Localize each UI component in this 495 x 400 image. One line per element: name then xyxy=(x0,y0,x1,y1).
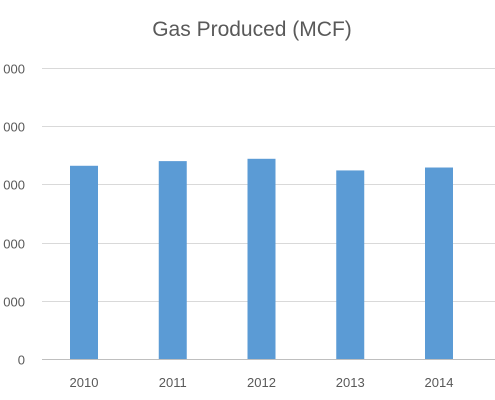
x-tick-label: 2010 xyxy=(70,375,99,390)
y-tick-label: 000 xyxy=(3,62,25,77)
bar-2012 xyxy=(247,158,276,359)
y-tick-label: 000 xyxy=(3,178,25,193)
y-tick-label: 000 xyxy=(3,237,25,252)
bar-2013 xyxy=(336,170,365,359)
bars xyxy=(70,158,453,359)
y-tick-label: 000 xyxy=(3,295,25,310)
x-tick-label: 2012 xyxy=(247,375,276,390)
y-tick-label: 000 xyxy=(3,120,25,135)
bar-2010 xyxy=(70,165,98,359)
bar-2011 xyxy=(158,161,187,359)
y-tick-label: 0 xyxy=(18,353,25,368)
x-tick-label: 2014 xyxy=(425,375,454,390)
x-tick-label: 2011 xyxy=(159,375,187,390)
bar-2014 xyxy=(425,167,453,359)
chart-title: Gas Produced (MCF) xyxy=(152,18,352,41)
x-tick-label: 2013 xyxy=(336,375,365,390)
x-axis-tick-labels: 2010 2011 2012 2013 2014 xyxy=(70,375,454,390)
